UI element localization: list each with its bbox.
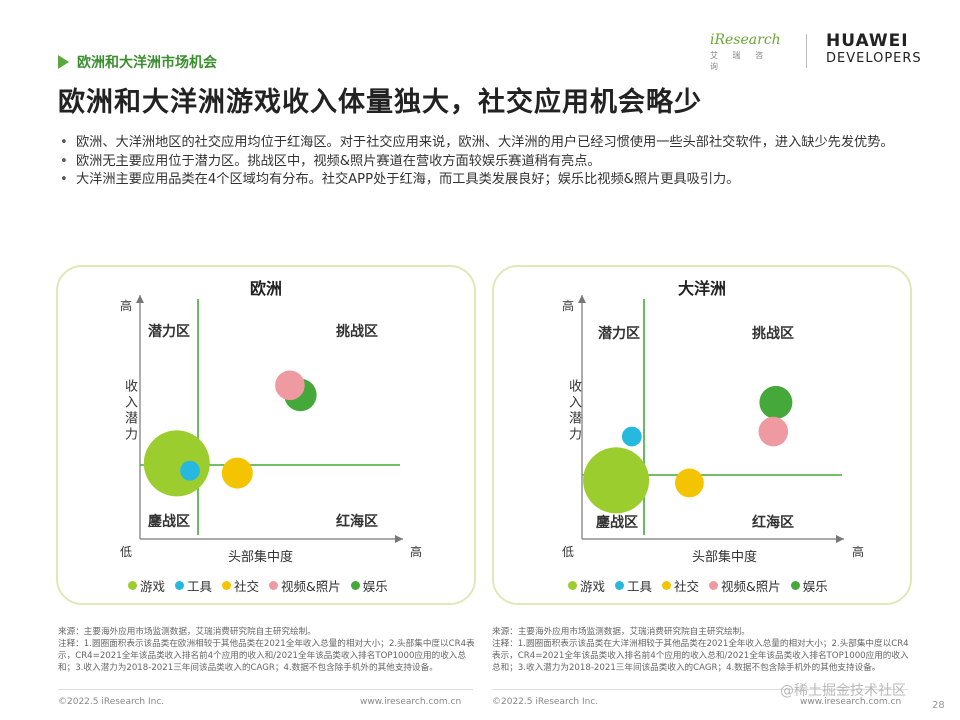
chart-legend: 游戏 工具 社交 视频&照片 娱乐 (568, 576, 828, 595)
zone-red-sea-label: 红海区 (752, 515, 794, 531)
y-axis-high-label: 高 (120, 299, 133, 313)
legend-item: 娱乐 (790, 576, 828, 595)
source-note-right: 来源：主要海外应用市场监测数据，艾瑞消费研究院自主研究绘制。 注释：1.圆圈面积… (492, 627, 909, 673)
huawei-logo-text: HUAWEI (826, 31, 909, 51)
zone-potential-label: 潜力区 (598, 326, 640, 342)
y-axis-high-label: 高 (562, 299, 575, 313)
page-title: 欧洲和大洋洲游戏收入体量独大，社交应用机会略少 (58, 87, 702, 118)
y-axis-label: 收入潜力 (566, 379, 581, 443)
legend-swatch (350, 581, 360, 590)
legend-item: 视频&照片 (709, 576, 781, 595)
zone-potential-label: 潜力区 (148, 324, 190, 340)
legend-item: 社交 (222, 576, 259, 595)
legend-item: 游戏 (128, 576, 165, 595)
bubble-chart-oceania (578, 295, 844, 543)
huawei-developers-logo: HUAWEI DEVELOPERS (826, 32, 922, 68)
chart-legend: 游戏 工具 社交 视频&照片 娱乐 (128, 576, 388, 595)
x-axis-label: 头部集中度 (228, 550, 294, 565)
x-axis-high-label: 高 (410, 545, 423, 559)
iresearch-logo: iResearch 艾 瑞 咨 询 (710, 32, 790, 72)
legend-item: 游戏 (568, 576, 605, 595)
y-axis-arrow-icon (136, 295, 144, 303)
section-tag: 欧洲和大洋洲市场机会 (58, 52, 217, 72)
logo-divider (806, 34, 807, 68)
legend-swatch (175, 581, 185, 590)
legend-swatch (790, 581, 800, 590)
bubble-社交 (221, 457, 253, 489)
iresearch-logo-subtext: 艾 瑞 咨 询 (710, 51, 770, 71)
bubble-工具 (180, 460, 200, 481)
footer-url-link[interactable]: www.iresearch.com.cn (800, 697, 902, 707)
zone-decline-label: 鏖战区 (148, 514, 190, 530)
section-tag-label: 欧洲和大洋洲市场机会 (77, 55, 217, 71)
legend-item: 工具 (615, 576, 652, 595)
source-note-left: 来源：主要海外应用市场监测数据，艾瑞消费研究院自主研究绘制。 注释：1.圆圈面积… (58, 627, 475, 673)
bubble-游戏 (143, 430, 210, 497)
footer-divider (492, 689, 908, 690)
legend-swatch (709, 581, 719, 590)
zone-decline-label: 鏖战区 (596, 515, 638, 531)
legend-item: 工具 (175, 576, 212, 595)
legend-label: 视频&照片 (721, 579, 781, 594)
x-axis-arrow-icon (395, 535, 403, 543)
legend-swatch (662, 581, 672, 590)
footer-url-link[interactable]: www.iresearch.com.cn (360, 697, 462, 707)
bubble-chart-europe (136, 295, 403, 543)
legend-item: 视频&照片 (269, 576, 341, 595)
legend-label: 社交 (674, 579, 700, 594)
legend-swatch (128, 581, 137, 590)
summary-bullets: 欧洲、大洋洲地区的社交应用均位于红海区。对于社交应用来说，欧洲、大洋洲的用户已经… (58, 134, 908, 190)
legend-label: 视频&照片 (281, 579, 341, 594)
y-axis-label: 收入潜力 (122, 379, 137, 443)
legend-label: 社交 (234, 579, 260, 594)
bubble-video-photo (758, 416, 789, 447)
legend-item: 社交 (662, 576, 699, 595)
watermark: @稀土掘金技术社区 (780, 683, 906, 699)
bullet-item: 欧洲、大洋洲地区的社交应用均位于红海区。对于社交应用来说，欧洲、大洋洲的用户已经… (58, 134, 908, 153)
bubble-娱乐 (759, 385, 793, 419)
chart-title: 大洋洲 (677, 279, 726, 298)
page-number: 28 (932, 700, 945, 711)
chart-panel-europe: 欧洲 高 低 高 收入潜力 头部集中度 潜力区 挑战区 鏖战区 红海区 游戏 工具… (56, 265, 476, 605)
legend-label: 游戏 (580, 579, 606, 594)
legend-label: 工具 (187, 579, 213, 594)
bullet-item: 大洋洲主要应用品类在4个区域均有分布。社交APP处于红海，而工具类发展良好；娱乐… (58, 171, 908, 190)
legend-item: 娱乐 (350, 576, 388, 595)
triangle-icon (58, 55, 69, 69)
y-axis-low-label: 低 (562, 545, 575, 559)
legend-label: 工具 (627, 579, 653, 594)
bubble-社交 (675, 468, 704, 498)
legend-swatch (269, 581, 279, 590)
legend-label: 娱乐 (362, 579, 388, 594)
iresearch-logo-text: iResearch (710, 32, 781, 48)
developers-logo-text: DEVELOPERS (826, 51, 922, 66)
legend-swatch (568, 581, 577, 590)
x-axis-label: 头部集中度 (692, 550, 758, 565)
x-axis-high-label: 高 (852, 545, 865, 559)
footer-divider (58, 689, 473, 690)
zone-challenge-label: 挑战区 (336, 324, 378, 340)
x-axis-arrow-icon (836, 535, 844, 543)
legend-label: 娱乐 (802, 579, 828, 594)
bubble-游戏 (583, 447, 650, 514)
chart-title: 欧洲 (249, 279, 282, 298)
legend-swatch (615, 581, 625, 590)
zone-red-sea-label: 红海区 (336, 514, 378, 530)
chart-panel-oceania: 大洋洲 高 低 高 收入潜力 头部集中度 潜力区 挑战区 鏖战区 红海区 游戏 工… (492, 265, 912, 605)
legend-label: 游戏 (140, 579, 166, 594)
bubble-工具 (621, 426, 642, 447)
footer-copyright: ©2022.5 iResearch Inc. (492, 697, 599, 707)
legend-swatch (222, 581, 232, 590)
zone-challenge-label: 挑战区 (752, 326, 794, 342)
bubble-video-photo (275, 370, 305, 401)
y-axis-arrow-icon (578, 295, 586, 303)
bullet-item: 欧洲无主要应用位于潜力区。挑战区中，视频&照片赛道在营收方面较娱乐赛道稍有亮点。 (58, 153, 908, 172)
y-axis-low-label: 低 (120, 545, 133, 559)
footer-copyright: ©2022.5 iResearch Inc. (58, 697, 165, 707)
